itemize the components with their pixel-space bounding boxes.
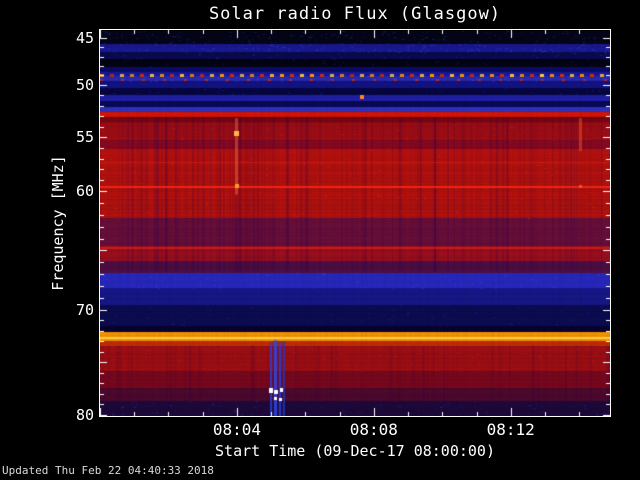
plot-frame (99, 29, 611, 417)
y-tick-labels: 45 50 55 60 70 80 (60, 29, 94, 424)
y-tick-label: 45 (75, 29, 94, 48)
x-tick-label: 08:08 (349, 420, 398, 439)
x-tick-label: 08:12 (486, 420, 535, 439)
y-tick-label: 60 (75, 181, 94, 200)
updated-timestamp: Updated Thu Feb 22 04:40:33 2018 (2, 464, 214, 477)
spectrogram-canvas (100, 30, 610, 416)
y-tick-label: 80 (75, 405, 94, 424)
chart-title: Solar radio Flux (Glasgow) (208, 4, 502, 24)
y-tick-label: 70 (75, 300, 94, 319)
x-tick-label: 08:04 (212, 420, 261, 439)
x-axis-label: Start Time (09-Dec-17 08:00:00) (215, 442, 495, 460)
y-tick-label: 50 (75, 75, 94, 94)
x-tick-labels: 08:04 08:08 08:12 (100, 420, 610, 439)
y-tick-label: 55 (75, 127, 94, 146)
